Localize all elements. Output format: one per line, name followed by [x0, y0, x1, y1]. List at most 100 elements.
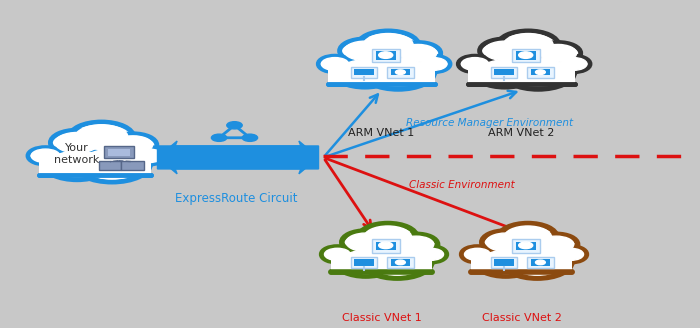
- Circle shape: [484, 41, 526, 61]
- FancyBboxPatch shape: [531, 259, 550, 266]
- Circle shape: [113, 136, 153, 154]
- Circle shape: [538, 236, 574, 253]
- Circle shape: [536, 43, 581, 64]
- Circle shape: [420, 58, 447, 70]
- Circle shape: [535, 234, 577, 255]
- Circle shape: [325, 248, 350, 260]
- Circle shape: [318, 56, 351, 72]
- Circle shape: [335, 248, 396, 276]
- Circle shape: [398, 236, 434, 253]
- Circle shape: [519, 52, 533, 58]
- Circle shape: [536, 260, 545, 265]
- Circle shape: [509, 249, 566, 275]
- FancyBboxPatch shape: [121, 161, 144, 170]
- Circle shape: [503, 246, 572, 278]
- Circle shape: [344, 41, 386, 61]
- Circle shape: [480, 39, 530, 63]
- Circle shape: [501, 55, 575, 89]
- Circle shape: [341, 250, 391, 274]
- Circle shape: [465, 248, 490, 260]
- Text: Classic VNet 2: Classic VNet 2: [482, 313, 561, 323]
- Circle shape: [368, 58, 428, 86]
- Circle shape: [227, 122, 242, 129]
- FancyBboxPatch shape: [351, 257, 377, 268]
- Circle shape: [395, 70, 405, 74]
- Circle shape: [486, 233, 526, 252]
- Circle shape: [555, 247, 587, 262]
- Circle shape: [80, 149, 144, 179]
- Circle shape: [50, 151, 104, 177]
- FancyBboxPatch shape: [354, 259, 374, 266]
- Circle shape: [362, 55, 435, 89]
- Circle shape: [416, 56, 450, 72]
- FancyBboxPatch shape: [531, 69, 550, 75]
- FancyBboxPatch shape: [494, 69, 514, 75]
- FancyBboxPatch shape: [391, 259, 410, 266]
- Bar: [328, 67, 435, 84]
- Circle shape: [418, 248, 444, 260]
- FancyArrow shape: [158, 141, 318, 174]
- FancyBboxPatch shape: [516, 51, 536, 60]
- Circle shape: [458, 56, 491, 72]
- FancyBboxPatch shape: [391, 69, 410, 75]
- Circle shape: [342, 231, 390, 254]
- Circle shape: [415, 247, 447, 262]
- FancyBboxPatch shape: [376, 242, 396, 250]
- Circle shape: [211, 134, 227, 141]
- FancyBboxPatch shape: [527, 257, 554, 268]
- Text: ARM VNet 2: ARM VNet 2: [489, 128, 554, 138]
- Circle shape: [473, 57, 537, 87]
- FancyBboxPatch shape: [376, 51, 396, 60]
- Circle shape: [498, 31, 559, 60]
- FancyBboxPatch shape: [494, 259, 514, 266]
- Circle shape: [508, 58, 568, 86]
- Circle shape: [75, 125, 128, 150]
- Bar: [331, 257, 432, 273]
- Circle shape: [369, 249, 426, 275]
- Circle shape: [395, 234, 438, 255]
- Circle shape: [333, 57, 397, 87]
- FancyBboxPatch shape: [512, 239, 540, 253]
- FancyArrow shape: [158, 141, 318, 174]
- Circle shape: [499, 224, 556, 251]
- Circle shape: [540, 45, 577, 62]
- Ellipse shape: [477, 242, 566, 273]
- Circle shape: [504, 226, 552, 248]
- Circle shape: [340, 39, 390, 63]
- Circle shape: [461, 58, 489, 70]
- Circle shape: [482, 231, 530, 254]
- FancyBboxPatch shape: [108, 149, 130, 156]
- FancyBboxPatch shape: [516, 242, 536, 250]
- FancyBboxPatch shape: [512, 49, 540, 62]
- FancyBboxPatch shape: [491, 257, 517, 268]
- Circle shape: [479, 60, 531, 84]
- Circle shape: [503, 33, 553, 57]
- Text: Classic VNet 1: Classic VNet 1: [342, 313, 421, 323]
- Circle shape: [346, 233, 386, 252]
- Circle shape: [135, 149, 164, 162]
- Ellipse shape: [337, 242, 426, 273]
- Bar: [471, 257, 572, 273]
- Text: Your
network: Your network: [55, 143, 99, 165]
- Bar: [38, 159, 150, 175]
- Ellipse shape: [46, 143, 144, 175]
- Text: ExpressRoute Circuit: ExpressRoute Circuit: [176, 192, 298, 205]
- Circle shape: [358, 31, 419, 60]
- Text: ARM VNet 1: ARM VNet 1: [349, 128, 414, 138]
- Circle shape: [364, 226, 412, 248]
- FancyBboxPatch shape: [372, 49, 400, 62]
- Circle shape: [28, 148, 63, 164]
- FancyBboxPatch shape: [351, 67, 377, 78]
- Circle shape: [556, 56, 590, 72]
- Ellipse shape: [475, 51, 568, 84]
- Circle shape: [363, 246, 432, 278]
- Circle shape: [69, 122, 134, 152]
- Circle shape: [379, 242, 393, 249]
- Circle shape: [242, 134, 258, 141]
- Circle shape: [43, 148, 111, 180]
- FancyBboxPatch shape: [372, 239, 400, 253]
- Circle shape: [395, 260, 405, 265]
- FancyBboxPatch shape: [104, 146, 134, 158]
- Circle shape: [50, 130, 104, 155]
- FancyBboxPatch shape: [387, 257, 414, 268]
